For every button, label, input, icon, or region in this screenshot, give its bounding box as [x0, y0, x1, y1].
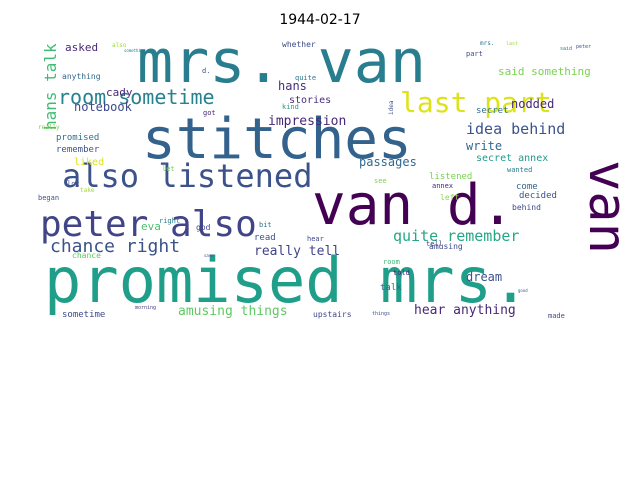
cloud-word-stitches: stitches — [142, 107, 412, 172]
cloud-word-left: left — [440, 193, 459, 202]
cloud-word-come: come — [516, 182, 538, 192]
cloud-word-passages: passages — [359, 155, 417, 169]
cloud-word-said: said — [560, 46, 572, 52]
cloud-word-hans-talk: hans talk — [41, 43, 60, 130]
cloud-word-really-tell: really tell — [254, 244, 340, 259]
cloud-word-upstairs: upstairs — [313, 310, 352, 319]
cloud-word-wanted: wanted — [507, 166, 532, 174]
cloud-word-chance-right: chance right — [50, 236, 180, 257]
cloud-word-room: room — [383, 258, 400, 266]
cloud-word-sometime: sometime — [62, 310, 105, 320]
cloud-word-bit: bit — [259, 221, 272, 229]
cloud-word-take: take — [80, 187, 95, 194]
cloud-word-dream: dream — [466, 270, 502, 284]
cloud-word-promised: promised — [56, 133, 99, 143]
cloud-word-decided: decided — [519, 191, 557, 201]
cloud-word-got: got — [203, 109, 216, 117]
cloud-word-morning: morning — [135, 305, 156, 311]
cloud-word-mrs: mrs. — [480, 40, 494, 47]
cloud-word-eva: eva — [141, 220, 161, 233]
cloud-word-chance: chance — [72, 251, 101, 260]
cloud-word-things: things — [372, 311, 390, 317]
cloud-word-notebook: notebook — [74, 100, 133, 114]
cloud-word-tell: tell — [426, 240, 443, 248]
cloud-word-quite-remember: quite remember — [393, 227, 519, 245]
cloud-word-god: god — [196, 223, 211, 232]
cloud-word-cady: cady — [106, 86, 133, 99]
cloud-word-behind: behind — [512, 203, 541, 212]
cloud-word-also: also — [112, 42, 127, 49]
cloud-word-talk: talk — [380, 283, 402, 293]
cloud-word-room-sometime: room sometime — [58, 85, 215, 109]
cloud-word-listened: listened — [429, 172, 472, 182]
cloud-word-secret-annex: secret annex — [476, 153, 548, 164]
cloud-word-d: d. — [202, 67, 210, 75]
cloud-word-last-part: last part — [400, 86, 552, 119]
cloud-word-made: made — [548, 312, 565, 320]
cloud-word-anything: anything — [62, 72, 101, 81]
cloud-word-kind: kind — [282, 103, 299, 111]
cloud-word-hear-anything: hear anything — [414, 303, 516, 318]
cloud-word-last: last — [506, 41, 518, 47]
cloud-word-nodded: nodded — [511, 97, 554, 111]
cloud-word-quite: quite — [295, 74, 316, 82]
cloud-word-peter-also: peter also — [40, 204, 257, 245]
cloud-word-save: save — [204, 253, 214, 258]
cloud-word-good: good — [518, 288, 528, 293]
cloud-word-amusing: amusing — [429, 242, 463, 251]
cloud-word-remember: remember — [56, 145, 100, 155]
cloud-word-began: began — [38, 194, 59, 202]
cloud-word-right: right — [159, 217, 180, 225]
cloud-word-idea: idea — [388, 100, 395, 115]
cloud-word-idea-behind: idea behind — [466, 120, 565, 138]
cloud-word-hans: hans — [278, 79, 307, 93]
cloud-word-said-something: said something — [498, 65, 591, 78]
cloud-word-write: write — [466, 139, 502, 153]
cloud-word-told: told — [393, 269, 410, 277]
chart-title: 1944-02-17 — [279, 12, 361, 28]
cloud-word-read: read — [254, 233, 276, 243]
cloud-word-van: van — [577, 160, 637, 254]
cloud-word-mrs-van: mrs. van — [137, 27, 426, 97]
cloud-word-lot: lot — [67, 180, 80, 188]
cloud-word-hear: hear — [307, 235, 324, 243]
cloud-word-liked: liked — [74, 157, 104, 168]
cloud-word-impression: impression — [268, 114, 346, 129]
cloud-word-really: really — [38, 124, 60, 131]
cloud-word-annex: annex — [432, 182, 453, 190]
cloud-word-something: something — [124, 48, 146, 53]
cloud-word-van-d: van d. — [312, 173, 514, 238]
cloud-word-let: let — [162, 165, 175, 173]
cloud-word-part: part — [466, 50, 483, 58]
cloud-word-see: see — [374, 177, 387, 185]
cloud-word-amusing-things: amusing things — [178, 304, 288, 319]
cloud-word-promised-mrs: promised mrs. — [44, 244, 529, 317]
cloud-word-secret: secret — [476, 106, 509, 116]
cloud-word-also-listened: also listened — [62, 157, 312, 195]
cloud-word-peter: peter — [576, 44, 591, 50]
cloud-word-whether: whether — [282, 40, 316, 49]
cloud-word-asked: asked — [65, 41, 98, 54]
cloud-word-stories: stories — [289, 95, 331, 106]
